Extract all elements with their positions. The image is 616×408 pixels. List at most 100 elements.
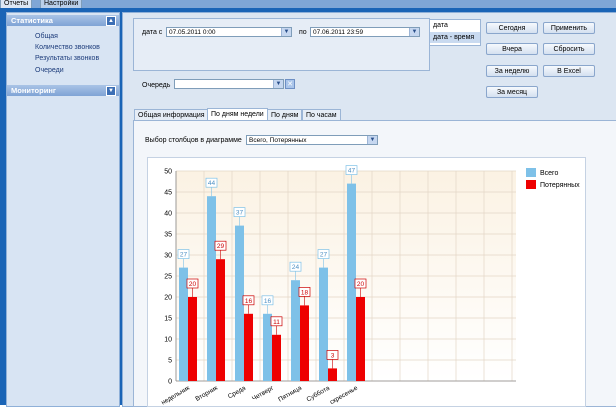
data-label-box bbox=[177, 249, 190, 259]
x-tick-label: скресенье bbox=[329, 384, 359, 406]
month-button[interactable]: За месяц bbox=[486, 86, 538, 98]
columns-label: Выбор столбцов в диаграмме bbox=[145, 137, 242, 144]
today-button[interactable]: Сегодня bbox=[486, 22, 538, 34]
tab-settings[interactable]: Настройки bbox=[40, 0, 83, 9]
bar-lost bbox=[356, 297, 365, 381]
date-mode-list[interactable]: дата дата - время bbox=[429, 19, 481, 46]
x-tick-label: Суббота bbox=[305, 384, 331, 404]
data-label-box bbox=[261, 295, 274, 306]
columns-value: Всего, Потерянных bbox=[249, 137, 307, 144]
data-label-total: 44 bbox=[208, 180, 216, 187]
sidebar-item-call-count[interactable]: Количество звонков bbox=[35, 44, 100, 51]
x-tick-label: Пятница bbox=[277, 384, 303, 403]
chart-container: 0 5 10 15 20 25 30 35 40 45 50 27 20 недельник 44 29 Вто… bbox=[147, 157, 586, 407]
chevron-down-icon[interactable]: ▼ bbox=[273, 80, 283, 88]
x-tick-label: Среда bbox=[227, 384, 247, 400]
apply-button[interactable]: Применить bbox=[543, 22, 595, 34]
date-from-label: дата с bbox=[142, 29, 163, 36]
excel-export-button[interactable]: В Excel bbox=[543, 65, 595, 77]
legend-swatch-lost bbox=[526, 180, 536, 189]
y-tick-label: 25 bbox=[164, 274, 172, 281]
data-label-box bbox=[186, 278, 199, 289]
sidebar-item-general[interactable]: Общая bbox=[35, 33, 58, 40]
bar-total bbox=[347, 183, 356, 381]
week-button[interactable]: За неделю bbox=[486, 65, 538, 77]
data-label-box bbox=[326, 350, 339, 360]
data-label-box bbox=[289, 261, 302, 272]
x-tick-label: Четверг bbox=[251, 384, 276, 402]
yesterday-button[interactable]: Вчера bbox=[486, 43, 538, 55]
bar-total bbox=[235, 225, 244, 381]
data-label-lost: 20 bbox=[189, 281, 197, 288]
data-label-total: 16 bbox=[264, 298, 272, 305]
date-mode-option-selected[interactable]: дата - время bbox=[430, 32, 480, 43]
data-label-lost: 29 bbox=[217, 243, 225, 250]
bar-total bbox=[207, 196, 216, 381]
legend-label-lost: Потерянных bbox=[540, 182, 580, 189]
bar-lost bbox=[300, 305, 309, 381]
date-from-picker[interactable]: 07.05.2011 0:00 ▼ bbox=[166, 27, 292, 37]
bar-lost bbox=[328, 368, 337, 381]
chevron-down-icon[interactable]: ▼ bbox=[281, 28, 291, 36]
y-tick-label: 40 bbox=[164, 211, 172, 218]
tab-by-hour[interactable]: По часам bbox=[302, 109, 341, 121]
data-label-box bbox=[214, 240, 227, 251]
sidebar-section-title: Мониторинг bbox=[11, 86, 56, 95]
data-label-total: 47 bbox=[348, 168, 356, 175]
date-to-picker[interactable]: 07.06.2011 23:59 ▼ bbox=[310, 27, 420, 37]
date-to-label: по bbox=[299, 29, 307, 36]
data-label-box bbox=[233, 207, 246, 217]
clear-queue-icon[interactable]: ✕ bbox=[285, 79, 295, 89]
chevron-down-icon[interactable]: ▼ bbox=[409, 28, 419, 36]
bar-lost bbox=[272, 334, 281, 381]
bar-lost bbox=[188, 297, 197, 381]
sidebar-item-queues[interactable]: Очереди bbox=[35, 67, 64, 74]
data-label-lost: 20 bbox=[357, 281, 365, 288]
chevron-up-icon[interactable]: ▲ bbox=[106, 16, 116, 26]
tab-reports[interactable]: Отчеты bbox=[0, 0, 33, 9]
y-tick-label: 35 bbox=[164, 232, 172, 239]
bar-lost bbox=[244, 313, 253, 381]
bar-lost bbox=[216, 259, 225, 381]
data-label-lost: 16 bbox=[245, 298, 253, 305]
columns-select[interactable]: Всего, Потерянных ▼ bbox=[246, 135, 378, 145]
bar-total bbox=[291, 280, 300, 381]
x-tick-label: недельник bbox=[160, 385, 191, 406]
bar-total bbox=[319, 267, 328, 381]
data-label-lost: 11 bbox=[273, 319, 280, 326]
date-filter-box bbox=[133, 18, 430, 71]
y-tick-label: 50 bbox=[164, 169, 172, 176]
data-label-total: 37 bbox=[236, 210, 244, 217]
y-tick-label: 30 bbox=[164, 253, 172, 260]
y-tick-label: 5 bbox=[168, 358, 172, 365]
sidebar: Статистика ▲ Общая Количество звонков Ре… bbox=[6, 12, 120, 407]
data-label-lost: 3 bbox=[331, 352, 335, 359]
chevron-down-icon[interactable]: ▼ bbox=[367, 136, 377, 144]
data-label-box bbox=[354, 278, 367, 289]
data-label-box bbox=[270, 316, 283, 327]
bar-total bbox=[179, 267, 188, 381]
bar-total bbox=[263, 313, 272, 381]
data-label-lost: 18 bbox=[301, 289, 309, 296]
data-label-box bbox=[205, 177, 218, 188]
top-tab-strip: Отчеты Настройки bbox=[0, 0, 616, 9]
queue-label: Очередь bbox=[142, 82, 171, 89]
date-to-value: 07.06.2011 23:59 bbox=[313, 29, 364, 36]
reset-button[interactable]: Сбросить bbox=[543, 43, 595, 55]
queue-select[interactable]: ▼ bbox=[174, 79, 284, 89]
tab-by-day[interactable]: По дням bbox=[267, 109, 303, 121]
x-tick-label: Вторник bbox=[194, 385, 219, 403]
sidebar-section-monitoring[interactable]: Мониторинг ▼ bbox=[7, 85, 119, 96]
date-mode-option[interactable]: дата bbox=[433, 22, 448, 29]
y-tick-label: 15 bbox=[164, 316, 172, 323]
legend-label-total: Всего bbox=[540, 170, 558, 177]
data-label-total: 24 bbox=[292, 264, 300, 271]
chevron-down-icon[interactable]: ▼ bbox=[106, 86, 116, 96]
sidebar-section-title: Статистика bbox=[11, 16, 53, 25]
date-from-value: 07.05.2011 0:00 bbox=[169, 29, 216, 36]
sidebar-section-statistics[interactable]: Статистика ▲ bbox=[7, 15, 119, 26]
data-label-box bbox=[317, 249, 330, 259]
legend-swatch-total bbox=[526, 168, 536, 177]
sidebar-item-call-results[interactable]: Результаты звонков bbox=[35, 55, 100, 62]
y-tick-label: 10 bbox=[164, 337, 172, 344]
